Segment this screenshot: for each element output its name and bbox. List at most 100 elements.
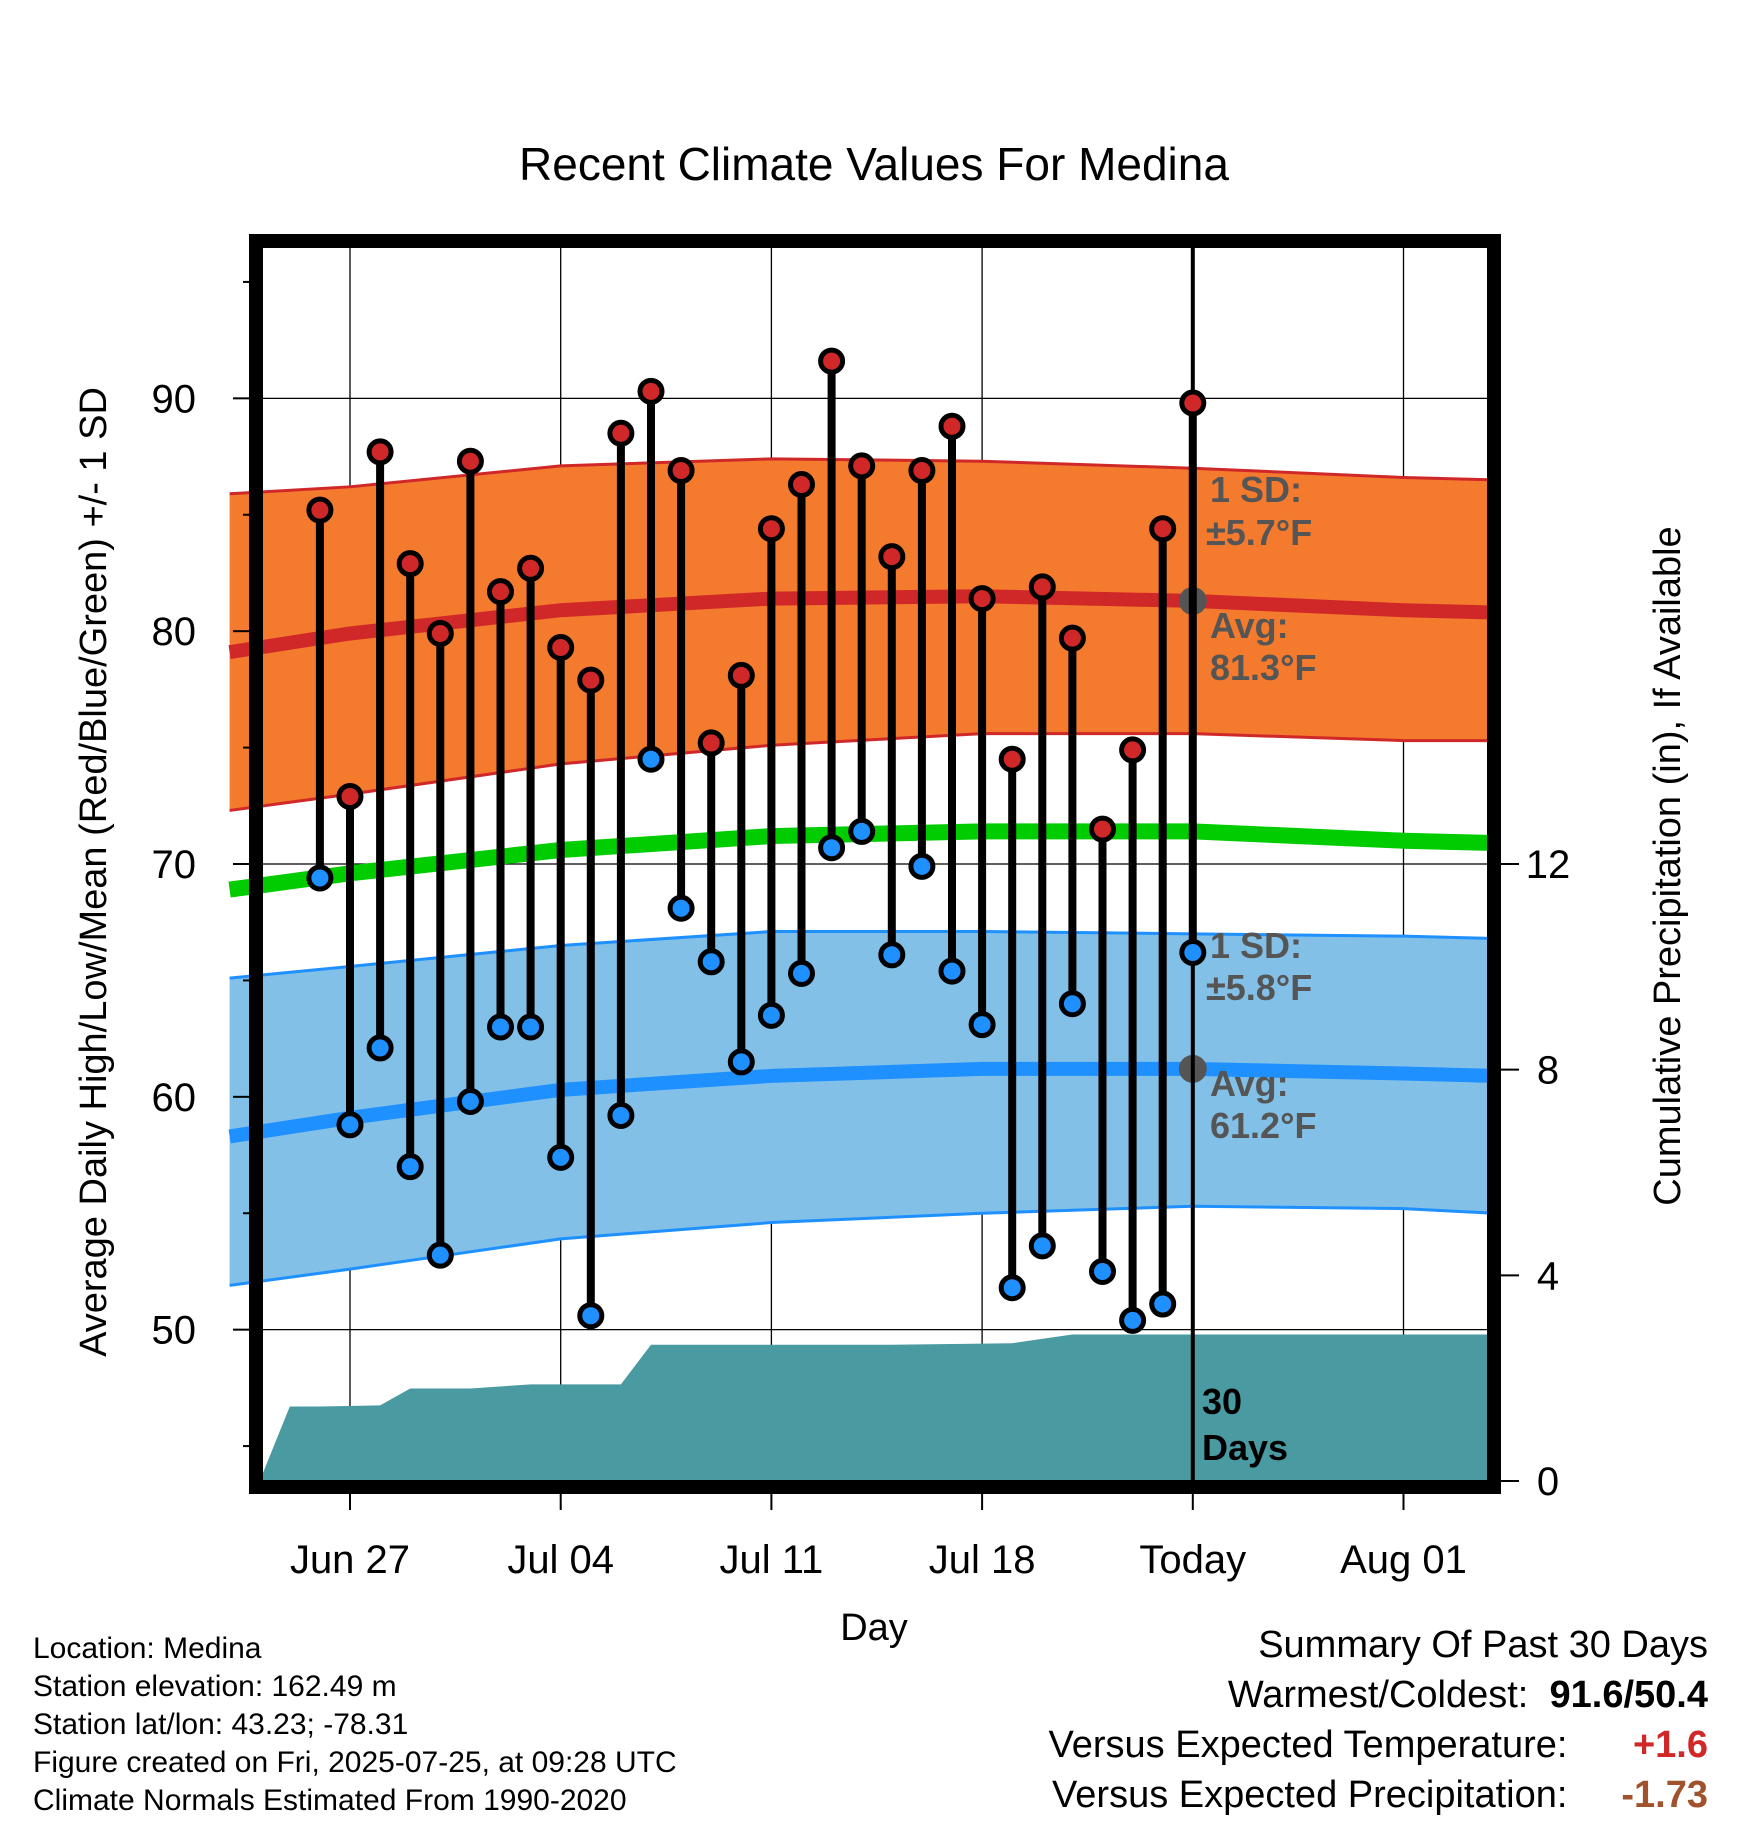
normal-low-lower-line <box>229 1204 1494 1287</box>
low-sd-value: ±5.8°F <box>1206 967 1312 1008</box>
low-marker-2025-07-06 <box>607 1101 635 1129</box>
x-tick-label-4: Today <box>1139 1538 1246 1582</box>
y-tick-label-70: 70 <box>152 843 197 887</box>
temp-delta-value: +1.6 <box>1632 1724 1708 1766</box>
low-avg-label: Avg: <box>1210 1063 1289 1104</box>
high-marker-2025-07-08 <box>667 457 695 485</box>
high-marker-2025-07-10 <box>727 661 755 689</box>
precip-label: Versus Expected Precipitation: <box>1052 1774 1568 1816</box>
warm-cold-label: Warmest/Coldest: <box>1227 1674 1529 1716</box>
low-marker-2025-06-30 <box>426 1241 454 1269</box>
latlon-text: Station lat/lon: 43.23; -78.31 <box>33 1708 409 1741</box>
high-marker-2025-07-02 <box>487 578 514 606</box>
high-marker-2025-06-27 <box>336 782 364 810</box>
created-text: Figure created on Fri, 2025-07-25, at 09… <box>33 1746 677 1779</box>
low-marker-2025-07-16 <box>908 852 936 880</box>
summary-panel: Summary Of Past 30 Days Warmest/Coldest:… <box>1049 1620 1708 1820</box>
high-marker-2025-07-07 <box>637 377 665 405</box>
low-marker-2025-07-18 <box>968 1011 996 1039</box>
x-tick-label-3: Jul 18 <box>929 1538 1036 1582</box>
high-marker-2025-07-06 <box>607 419 635 447</box>
low-marker-2025-06-27 <box>336 1111 364 1139</box>
high-marker-2025-07-19 <box>998 745 1026 773</box>
high-marker-2025-06-30 <box>426 619 454 647</box>
axis-ticks: 50 60 70 80 90 0 4 8 12 Jun 27 Jul 04 Jul 11 Jul 18 T… <box>152 280 1571 1582</box>
high-marker-2025-07-17 <box>938 412 966 440</box>
precip-row: Versus Expected Precipitation: -1.73 <box>1049 1770 1708 1820</box>
high-marker-2025-07-20 <box>1028 573 1056 601</box>
coldest-value: 50.4 <box>1634 1674 1708 1716</box>
elevation-text: Station elevation: 162.49 m <box>33 1670 397 1703</box>
temp-row: Versus Expected Temperature: +1.6 <box>1049 1720 1708 1770</box>
low-avg-value: 61.2°F <box>1210 1105 1316 1146</box>
high-marker-2025-07-11 <box>757 515 785 543</box>
high-avg-value: 81.3°F <box>1210 647 1316 688</box>
plot-frame <box>249 234 1501 1494</box>
high-marker-2025-07-16 <box>908 457 936 485</box>
high-marker-2025-07-03 <box>517 554 545 582</box>
low-marker-2025-07-12 <box>788 959 815 987</box>
high-avg-label: Avg: <box>1210 605 1289 646</box>
low-marker-2025-07-11 <box>757 1001 785 1029</box>
high-marker-2025-07-13 <box>818 347 846 375</box>
summary-heading: Summary Of Past 30 Days <box>1258 1624 1708 1666</box>
high-marker-2025-07-22 <box>1089 815 1116 843</box>
high-marker-2025-07-12 <box>788 470 815 498</box>
low-marker-2025-07-03 <box>517 1013 545 1041</box>
window-label-days: Days <box>1202 1427 1288 1468</box>
temp-label: Versus Expected Temperature: <box>1048 1724 1568 1766</box>
low-marker-2025-07-10 <box>727 1048 755 1076</box>
x-tick-label-5: Aug 01 <box>1340 1538 1467 1582</box>
window-label-30: 30 <box>1202 1381 1242 1422</box>
low-marker-2025-07-21 <box>1058 990 1086 1018</box>
x-tick-label-1: Jul 04 <box>507 1538 614 1582</box>
normals-text: Climate Normals Estimated From 1990-2020 <box>33 1784 627 1817</box>
high-marker-2025-06-28 <box>366 438 394 466</box>
normal-low-band <box>229 931 1494 1286</box>
high-marker-2025-07-01 <box>456 447 484 475</box>
chart-title: Recent Climate Values For Medina <box>519 138 1229 190</box>
daily-markers <box>306 347 1207 1334</box>
high-marker-2025-07-25 <box>1179 389 1207 417</box>
low-marker-2025-07-19 <box>998 1274 1026 1302</box>
normal-high-mean-line <box>228 589 1494 660</box>
low-marker-2025-07-25 <box>1179 938 1207 966</box>
y-tick-label-90: 90 <box>152 377 197 421</box>
low-marker-2025-07-17 <box>938 957 966 985</box>
low-marker-2025-07-24 <box>1149 1290 1177 1318</box>
high-marker-2025-06-26 <box>306 496 334 524</box>
x-tick-label-2: Jul 11 <box>720 1538 824 1582</box>
slash-separator: / <box>1623 1674 1635 1716</box>
low-marker-2025-07-08 <box>667 894 695 922</box>
low-marker-2025-07-04 <box>547 1143 575 1171</box>
low-marker-2025-07-02 <box>487 1013 514 1041</box>
low-marker-2025-07-15 <box>878 941 906 969</box>
low-marker-2025-07-05 <box>577 1302 605 1330</box>
y-tick-label-50: 50 <box>152 1309 197 1353</box>
y-tick-label-80: 80 <box>152 610 197 654</box>
high-marker-2025-07-24 <box>1149 515 1177 543</box>
y2-tick-label-8: 8 <box>1537 1049 1559 1093</box>
y2-tick-label-12: 12 <box>1526 843 1571 887</box>
low-marker-2025-07-14 <box>848 817 876 845</box>
high-marker-2025-06-29 <box>396 550 424 578</box>
low-marker-2025-07-23 <box>1119 1306 1147 1334</box>
warmest-value: 91.6 <box>1549 1674 1624 1716</box>
high-sd-label: 1 SD: <box>1210 469 1302 510</box>
low-sd-label: 1 SD: <box>1210 925 1302 966</box>
low-marker-2025-07-09 <box>697 948 725 976</box>
low-marker-2025-07-22 <box>1089 1257 1116 1285</box>
low-marker-2025-07-07 <box>637 745 665 773</box>
high-marker-2025-07-18 <box>968 585 996 613</box>
high-marker-2025-07-04 <box>547 633 575 661</box>
y-axis-label: Average Daily High/Low/Mean (Red/Blue/Gr… <box>73 387 115 1357</box>
low-marker-2025-06-26 <box>306 864 334 892</box>
high-marker-2025-07-21 <box>1058 624 1086 652</box>
normal-low-upper-line <box>229 930 1494 980</box>
high-marker-2025-07-14 <box>848 452 876 480</box>
high-marker-2025-07-23 <box>1119 736 1147 764</box>
precip-fill <box>259 1334 1494 1481</box>
high-marker-2025-07-09 <box>697 729 725 757</box>
low-marker-2025-07-13 <box>818 834 846 862</box>
